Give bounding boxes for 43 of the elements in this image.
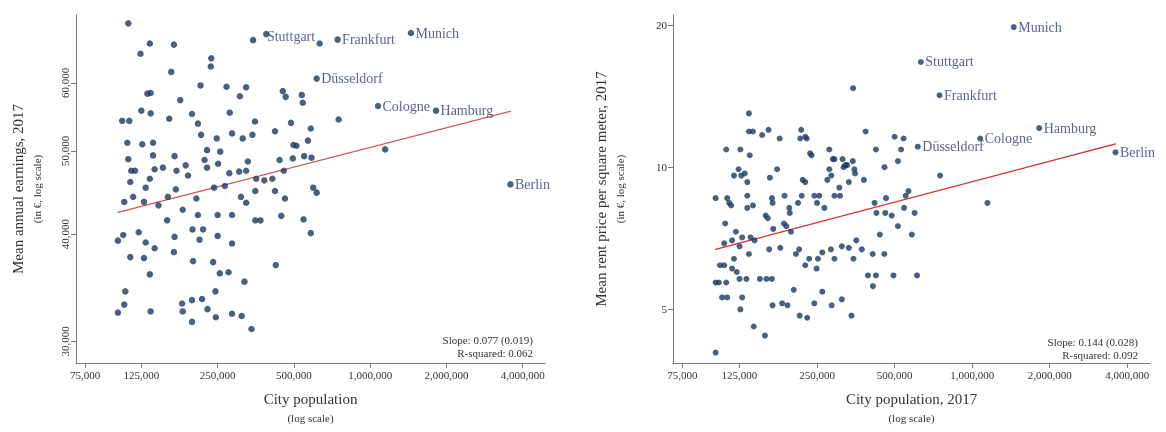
x-tick-label: 75,000 bbox=[70, 368, 101, 381]
annotation: Slope: 0.077 (0.019) bbox=[442, 333, 534, 347]
x-tick-label: 125,000 bbox=[721, 368, 758, 381]
x-tick-label: 4,000,000 bbox=[500, 368, 546, 381]
y-axis-title: Mean rent price per square meter, 2017 (in €, log scale) bbox=[593, 70, 627, 307]
annotation: Cologne bbox=[984, 131, 1033, 147]
annotation: Frankfurt bbox=[342, 32, 396, 48]
annotation: Stuttgart bbox=[266, 28, 316, 44]
x-tick-label: 75,000 bbox=[667, 368, 698, 381]
y-tick-label: 40,000 bbox=[58, 218, 71, 250]
x-tick-label: 1,000,000 bbox=[950, 368, 995, 381]
y-tick-label: 20 bbox=[656, 19, 668, 32]
y-tick-label: 60,000 bbox=[58, 67, 71, 99]
annotation: Hamburg bbox=[1043, 120, 1097, 136]
annotation: Munich bbox=[1018, 19, 1062, 35]
x-tick-label: 1,000,000 bbox=[348, 368, 393, 381]
annotation: Berlin bbox=[1120, 144, 1155, 160]
x-tick-label: 500,000 bbox=[276, 368, 313, 381]
annotation: Slope: 0.144 (0.028) bbox=[1047, 335, 1139, 349]
annotation: Düsseldorf bbox=[922, 139, 985, 155]
annotation: Hamburg bbox=[440, 103, 494, 119]
annotation: Berlin bbox=[514, 176, 550, 192]
annotation: Cologne bbox=[382, 98, 430, 114]
x-tick-label: 500,000 bbox=[876, 368, 913, 381]
x-tick-label: 250,000 bbox=[199, 368, 237, 381]
x-tick-label: 2,000,000 bbox=[1027, 368, 1073, 381]
annotation: R-squared: 0.062 bbox=[457, 346, 533, 359]
x-tick-label: 4,000,000 bbox=[1105, 368, 1150, 381]
y-axis-title: Mean annual earnings, 2017 (in €, log scale) bbox=[10, 103, 44, 274]
x-axis-title: City population, 2017 (log scale) bbox=[845, 391, 978, 425]
y-tick-label: 30,000 bbox=[58, 325, 71, 357]
y-tick-label: 5 bbox=[661, 303, 668, 316]
y-tick-label: 50,000 bbox=[58, 135, 71, 167]
annotation: Frankfurt bbox=[944, 87, 998, 103]
x-tick-label: 250,000 bbox=[799, 368, 836, 381]
annotation: Stuttgart bbox=[925, 54, 974, 70]
x-tick-label: 125,000 bbox=[123, 368, 160, 381]
x-tick-label: 2,000,000 bbox=[424, 368, 469, 381]
y-tick-label: 10 bbox=[656, 161, 668, 174]
x-axis-title: City population (log scale) bbox=[263, 391, 358, 425]
annotation: Munich bbox=[415, 25, 460, 41]
annotation: Düsseldorf bbox=[321, 71, 383, 87]
annotation: R-squared: 0.092 bbox=[1062, 348, 1138, 361]
